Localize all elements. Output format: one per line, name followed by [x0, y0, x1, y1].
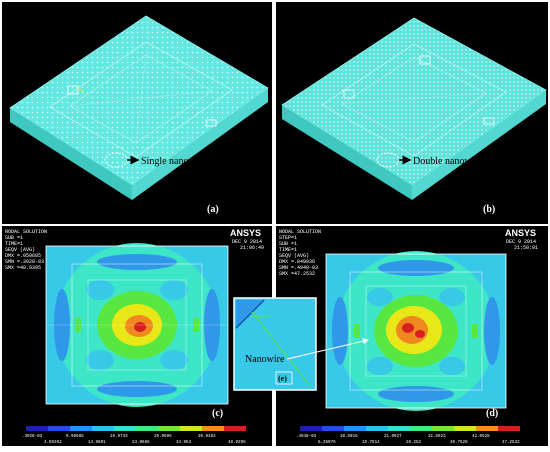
panel-c: NODAL SOLUTION SUB =1 TIME=1 SEQV (AVG) … — [2, 226, 272, 446]
svg-text:10.5015: 10.5015 — [340, 435, 358, 439]
inset-e: Nanowire (e) — [233, 297, 369, 391]
panel-d-header: NODAL SOLUTION STEP=1 SUB =1 TIME=1 SEQV… — [279, 229, 321, 277]
svg-text:SEQV (AVG): SEQV (AVG) — [5, 247, 35, 253]
svg-text:48.9395: 48.9395 — [228, 441, 246, 445]
panel-d-label: (d) — [486, 408, 498, 419]
legend-labels-d: .4948-03 10.5015 21.0027 31.5023 42.0528… — [296, 435, 520, 445]
annotation-double-nanowires: Double nanowires — [413, 156, 486, 167]
svg-text:NODAL SOLUTION: NODAL SOLUTION — [5, 229, 47, 235]
plate-a-side-left — [10, 108, 132, 200]
ansys-logo-c: ANSYS — [230, 228, 261, 238]
svg-text:.3928-03: .3928-03 — [22, 435, 43, 439]
svg-text:NODAL SOLUTION: NODAL SOLUTION — [279, 229, 321, 235]
panel-a: Single nanowire (a) — [2, 2, 272, 224]
legend-labels-c: .3928-03 9.98685 19.9733 29.9596 39.9462… — [22, 435, 246, 445]
ansys-logo-d: ANSYS — [505, 228, 536, 238]
svg-text:24.9665: 24.9665 — [132, 441, 150, 445]
panel-d-time: 21:50:01 — [514, 245, 538, 251]
svg-text:29.9596: 29.9596 — [154, 435, 172, 439]
panel-b: Double nanowires (b) — [276, 2, 548, 224]
svg-text:39.9462: 39.9462 — [198, 435, 216, 439]
panel-b-label: (b) — [483, 204, 495, 215]
svg-text:15.7514: 15.7514 — [362, 441, 380, 445]
svg-text:36.7528: 36.7528 — [450, 441, 468, 445]
svg-text:42.0528: 42.0528 — [472, 435, 490, 439]
panel-d-date: DEC 9 2014 — [506, 239, 536, 245]
panel-e-label: (e) — [278, 374, 287, 383]
svg-text:SUB =1: SUB =1 — [279, 241, 297, 247]
svg-text:SMN =.3928-03: SMN =.3928-03 — [5, 259, 44, 265]
svg-text:19.9733: 19.9733 — [110, 435, 128, 439]
plate-b-side-right — [412, 90, 546, 200]
svg-text:5.25076: 5.25076 — [318, 441, 336, 445]
svg-text:21.0027: 21.0027 — [384, 435, 402, 439]
svg-text:26.252: 26.252 — [406, 441, 422, 445]
panel-c-header: NODAL SOLUTION SUB =1 TIME=1 SEQV (AVG) … — [5, 229, 47, 271]
svg-text:TIME=1: TIME=1 — [279, 247, 297, 253]
plate-a-side-right — [132, 88, 268, 200]
svg-text:.4948-03: .4948-03 — [296, 435, 317, 439]
svg-text:4.89362: 4.89362 — [44, 441, 62, 445]
svg-text:SUB =1: SUB =1 — [5, 235, 23, 241]
legend-bar-c — [26, 426, 246, 431]
svg-text:14.9801: 14.9801 — [88, 441, 106, 445]
panel-c-label: (c) — [212, 408, 223, 419]
svg-text:TIME=1: TIME=1 — [5, 241, 23, 247]
svg-text:STEP=1: STEP=1 — [279, 235, 297, 241]
plate-b-side-left — [282, 105, 412, 200]
svg-text:DMX =.049936: DMX =.049936 — [279, 259, 315, 265]
svg-text:SMN =.4948-03: SMN =.4948-03 — [279, 265, 318, 271]
svg-text:47.2532: 47.2532 — [502, 441, 520, 445]
svg-text:34.953: 34.953 — [176, 441, 192, 445]
svg-text:SEQV (AVG): SEQV (AVG) — [279, 253, 309, 259]
svg-text:SMX =47.2532: SMX =47.2532 — [279, 271, 315, 277]
panel-d: NODAL SOLUTION STEP=1 SUB =1 TIME=1 SEQV… — [276, 226, 548, 446]
svg-text:SMX =48.9395: SMX =48.9395 — [5, 265, 41, 271]
svg-text:9.98685: 9.98685 — [66, 435, 84, 439]
svg-text:31.5023: 31.5023 — [428, 435, 446, 439]
panel-c-date: DEC 9 2014 — [232, 239, 262, 245]
panel-c-time: 21:06:49 — [240, 245, 264, 251]
annotation-nanowire: Nanowire — [245, 354, 285, 365]
svg-text:DMX =.050685: DMX =.050685 — [5, 253, 41, 259]
nanowire-arrow-e — [286, 338, 369, 360]
panel-a-label: (a) — [207, 204, 219, 215]
annotation-single-nanowire: Single nanowire — [141, 156, 207, 167]
legend-bar-d — [300, 426, 520, 431]
